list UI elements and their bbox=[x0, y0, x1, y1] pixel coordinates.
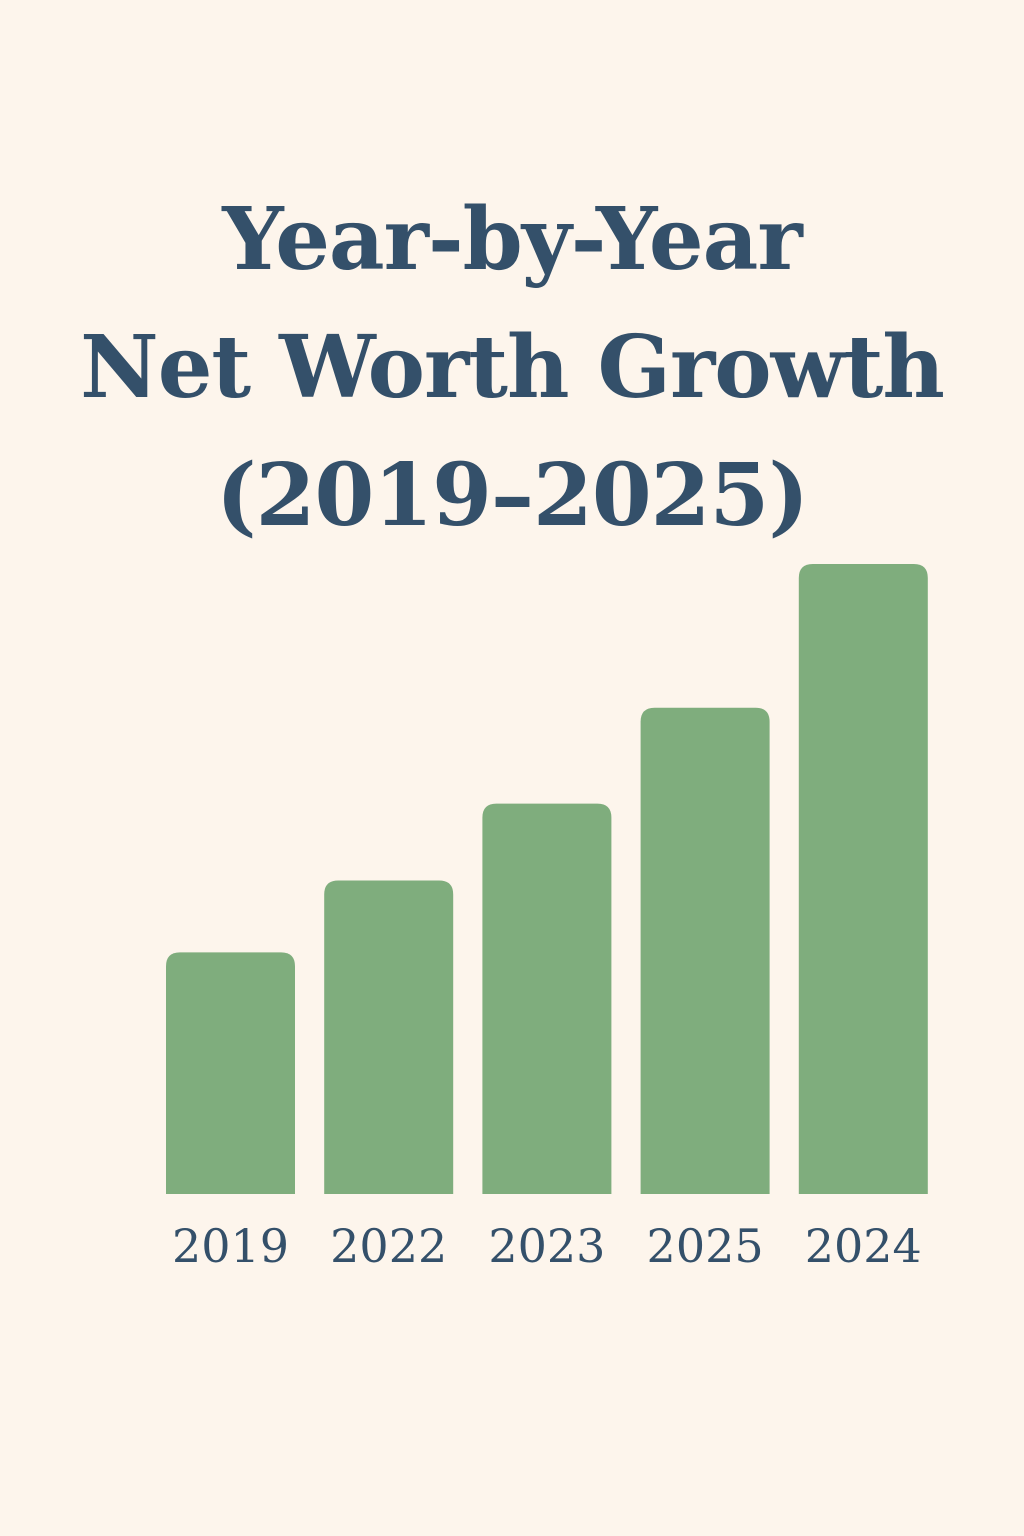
chart-title: Year-by-Year Net Worth Growth (2019–2025… bbox=[0, 176, 1024, 560]
title-line-2: Net Worth Growth bbox=[80, 316, 945, 418]
bar-2022 bbox=[324, 880, 454, 1194]
x-tick-labels: 2019 2022 2023 2025 2024 bbox=[172, 1219, 922, 1273]
bar-2025 bbox=[640, 707, 770, 1194]
bar-2024 bbox=[798, 564, 928, 1194]
x-tick-label-2025: 2025 bbox=[647, 1219, 764, 1273]
title-line-3: (2019–2025) bbox=[215, 444, 809, 546]
x-tick-label-2022: 2022 bbox=[330, 1219, 447, 1273]
x-tick-label-2023: 2023 bbox=[488, 1219, 605, 1273]
bar-2019 bbox=[166, 952, 295, 1194]
title-line-1: Year-by-Year bbox=[222, 188, 802, 290]
bars-group bbox=[166, 564, 928, 1194]
x-tick-label-2024: 2024 bbox=[805, 1219, 922, 1273]
bar-2023 bbox=[482, 803, 612, 1194]
x-tick-label-2019: 2019 bbox=[172, 1219, 289, 1273]
